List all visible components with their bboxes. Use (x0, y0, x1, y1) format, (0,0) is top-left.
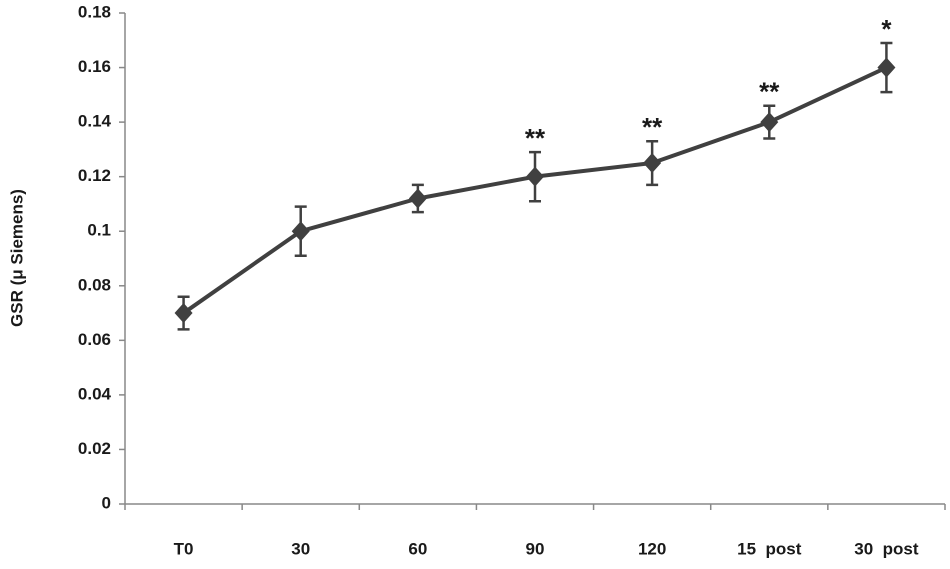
significance-label: ** (525, 123, 546, 153)
x-tick-label: 120 (638, 539, 666, 558)
marker (526, 166, 544, 187)
significance-label: ** (642, 112, 663, 142)
y-tick-label: 0.04 (78, 384, 112, 403)
y-tick-label: 0.16 (78, 57, 111, 76)
significance-label: * (881, 14, 892, 44)
x-tick-label: T0 (174, 539, 194, 558)
y-tick-label: 0.1 (87, 221, 111, 240)
x-tick-label: 90 (526, 539, 545, 558)
y-axis-label: GSR (μ Siemens) (7, 189, 26, 327)
y-tick-label: 0.12 (78, 166, 111, 185)
marker (408, 188, 427, 209)
marker (174, 303, 193, 324)
x-tick-label: 30 post (854, 539, 919, 558)
x-tick-label: 60 (408, 539, 427, 558)
x-tick-label: 30 (291, 539, 310, 558)
y-tick-label: 0.08 (78, 275, 111, 294)
significance-label: ** (759, 77, 780, 107)
marker (760, 112, 779, 133)
marker (643, 153, 662, 174)
y-tick-label: 0.14 (78, 112, 112, 131)
y-tick-label: 0.06 (78, 330, 111, 349)
marker (877, 57, 896, 78)
marker (291, 221, 310, 242)
y-tick-label: 0 (102, 493, 111, 512)
y-tick-label: 0.18 (78, 2, 111, 21)
y-tick-label: 0.02 (78, 439, 111, 458)
x-tick-label: 15 post (737, 539, 802, 558)
